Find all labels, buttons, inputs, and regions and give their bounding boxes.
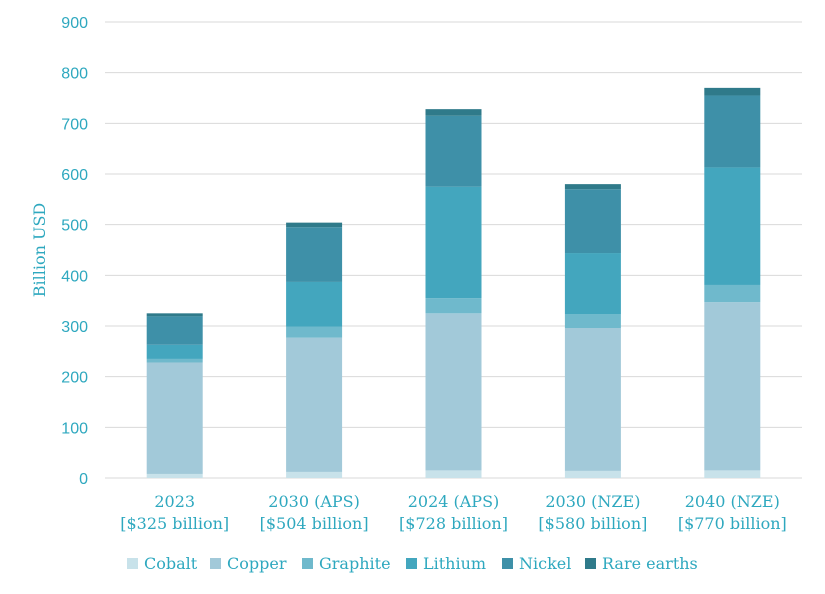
bar-segment-rare-earths [425,109,482,116]
bar-segment-nickel [704,95,761,168]
legend-swatch [302,558,313,569]
y-tick-label: 100 [61,420,88,437]
bar-segment-graphite [286,326,343,338]
legend-item-lithium: Lithium [406,554,486,573]
bar-segment-graphite [425,298,482,314]
bar-segment-cobalt [425,470,482,478]
bar-segment-copper [425,313,482,471]
legend-item-copper: Copper [210,554,287,573]
y-tick-label: 500 [61,218,88,235]
y-tick-label: 900 [61,15,88,32]
bar-segment-lithium [146,344,203,359]
bar-segment-cobalt [704,470,761,478]
bar-segment-copper [286,337,343,472]
x-axis-labels: 2023 [$325 billion] 2030 (APS) [$504 billio… [120,492,787,533]
bar-segment-lithium [704,167,761,285]
legend-label: Lithium [423,554,486,573]
bar-segment-rare-earths [704,87,761,96]
y-axis-ticks: 0 100 200 300 400 500 600 700 800 900 [61,15,88,488]
legend-swatch [502,558,513,569]
legend-item-rare-earths: Rare earths [585,554,698,573]
x-category-label: 2040 (NZE) [$770 billion] [678,492,787,533]
legend-swatch [585,558,596,569]
y-tick-label: 300 [61,319,88,336]
y-tick-label: 600 [61,167,88,184]
y-axis-title: Billion USD [30,203,49,298]
legend-item-graphite: Graphite [302,554,391,573]
y-tick-label: 800 [61,66,88,83]
bar-segment-nickel [564,189,621,254]
bar-segment-lithium [425,186,482,299]
legend-label: Copper [227,554,287,573]
bar-segment-cobalt [146,473,203,478]
bars [146,87,761,478]
bar-segment-copper [564,328,621,471]
bar-segment-cobalt [564,470,621,478]
legend-item-nickel: Nickel [502,554,571,573]
bar-segment-copper [146,362,203,474]
legend-label: Nickel [519,554,571,573]
x-category-label: 2030 (APS) [$504 billion] [260,492,369,533]
legend-swatch [406,558,417,569]
bar-segment-rare-earths [564,184,621,190]
bar-segment-nickel [425,115,482,187]
legend-swatch [210,558,221,569]
legend-label: Graphite [319,554,391,573]
legend-label: Cobalt [144,554,198,573]
bar-segment-cobalt [286,471,343,478]
bar-segment-rare-earths [146,313,203,317]
y-tick-label: 200 [61,370,88,387]
legend-swatch [127,558,138,569]
bar-segment-graphite [146,358,203,363]
legend-label: Rare earths [602,554,698,573]
y-tick-label: 0 [79,471,88,488]
bar-segment-graphite [564,314,621,329]
legend: Cobalt Copper Graphite Lithium Nickel Rare ea… [127,554,698,573]
x-category-label: 2023 [$325 billion] [120,492,229,533]
x-category-label: 2030 (NZE) [$580 billion] [538,492,647,533]
bar-segment-lithium [564,253,621,315]
legend-item-cobalt: Cobalt [127,554,198,573]
bar-segment-nickel [146,316,203,345]
bar-segment-copper [704,302,761,471]
bar-segment-lithium [286,281,343,327]
y-tick-label: 400 [61,268,88,285]
bar-segment-rare-earths [286,222,343,228]
x-category-label: 2024 (APS) [$728 billion] [399,492,508,533]
bar-segment-graphite [704,284,761,303]
bar-segment-nickel [286,227,343,282]
y-tick-label: 700 [61,116,88,133]
